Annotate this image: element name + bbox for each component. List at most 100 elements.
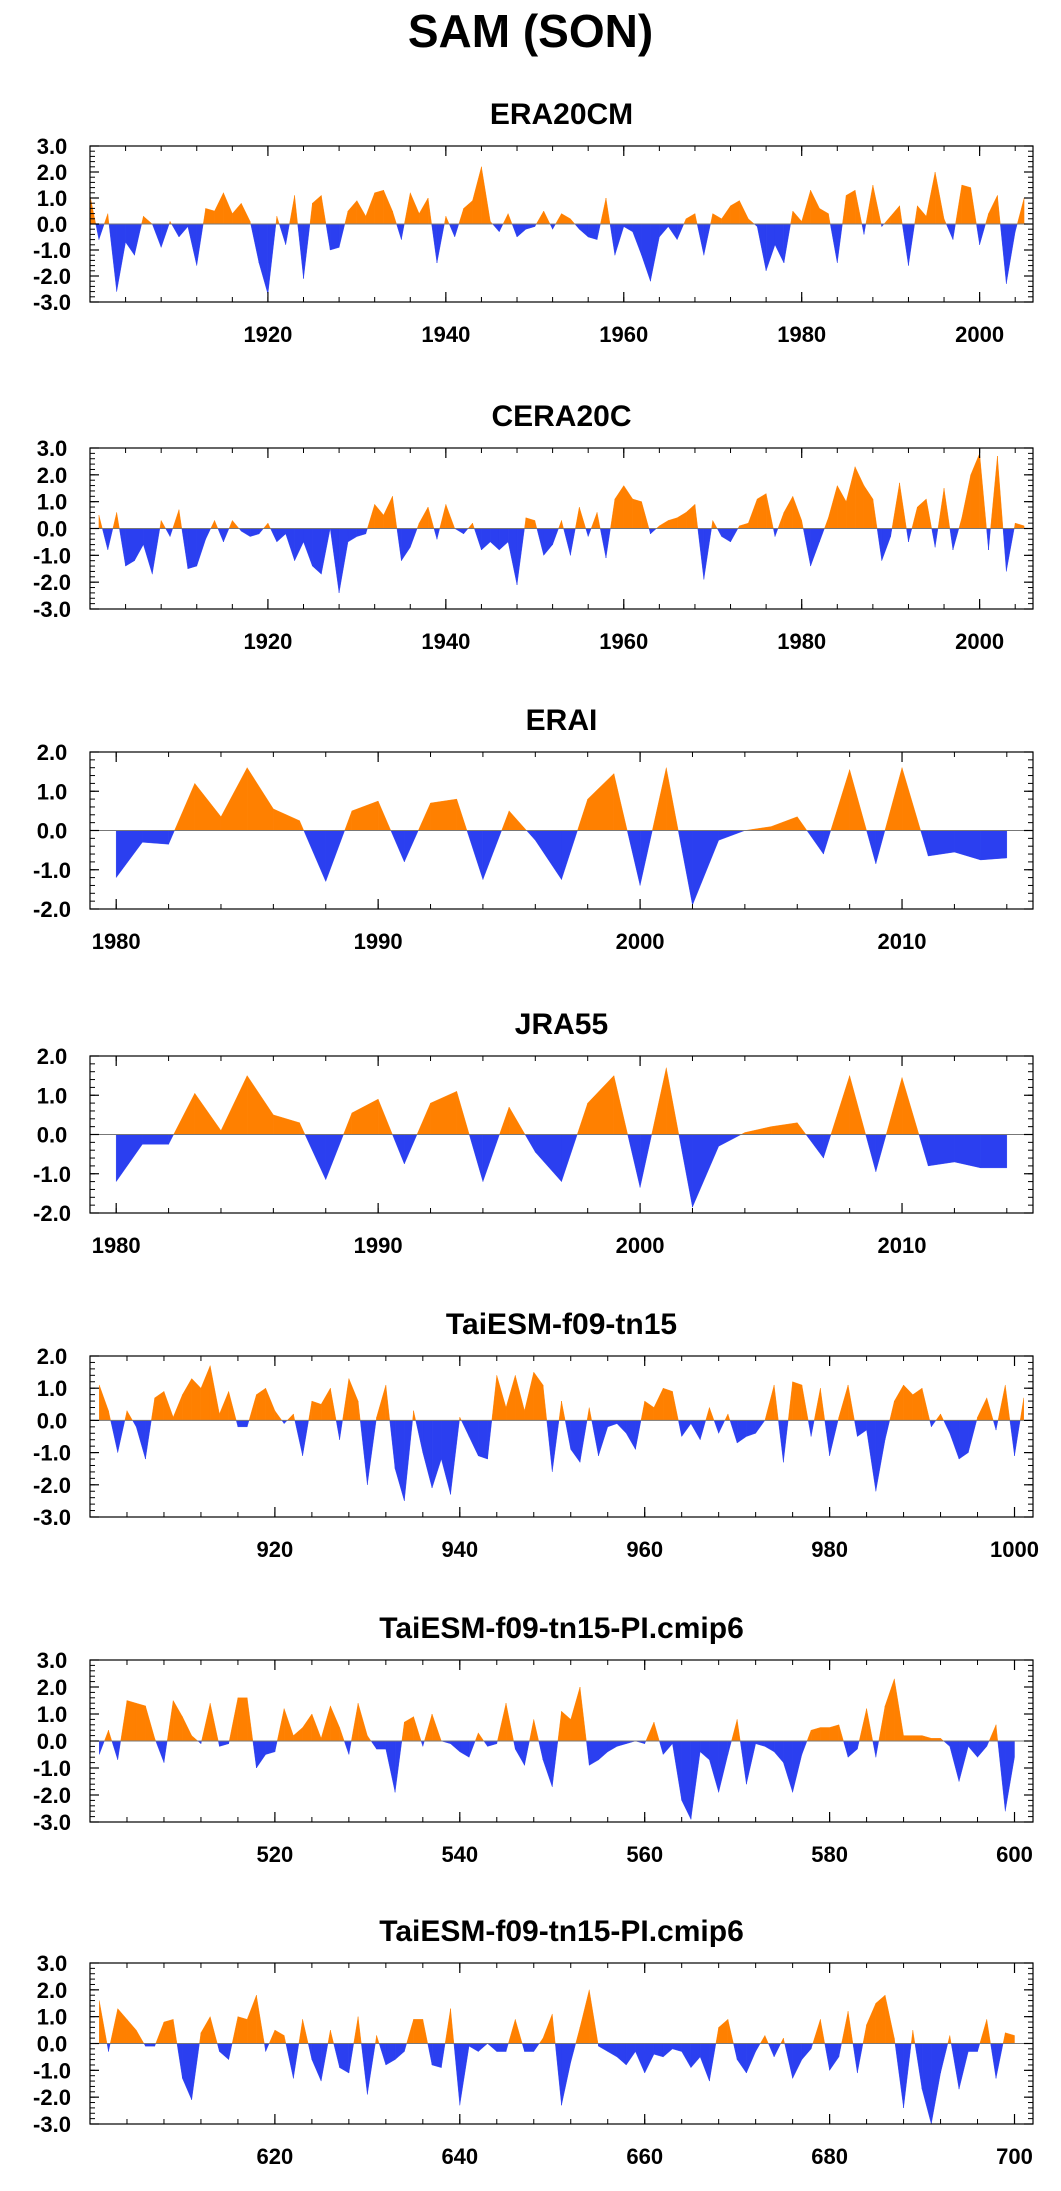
negative-area <box>699 1740 710 1761</box>
positive-area <box>651 1067 667 1135</box>
negative-area <box>678 1134 693 1208</box>
negative-area <box>847 1740 858 1758</box>
negative-area <box>171 223 180 238</box>
negative-area <box>303 223 311 279</box>
negative-area <box>958 1740 969 1782</box>
positive-area <box>231 2016 239 2044</box>
x-tick-label: 660 <box>626 2144 663 2169</box>
negative-area <box>385 1740 396 1793</box>
y-tick-label: -3.0 <box>33 290 71 315</box>
negative-area <box>367 2043 376 2095</box>
x-tick-label: 640 <box>441 2144 478 2169</box>
positive-area <box>286 1413 294 1421</box>
negative-area <box>302 1420 309 1456</box>
positive-area <box>538 2037 544 2044</box>
y-tick-label: -1.0 <box>33 1441 71 1466</box>
x-tick-label: 980 <box>811 1537 848 1562</box>
positive-area <box>298 2019 303 2044</box>
negative-area <box>152 528 161 575</box>
negative-area <box>623 223 633 233</box>
positive-area <box>246 1995 257 2044</box>
negative-area <box>468 1420 479 1456</box>
negative-area <box>653 2043 664 2058</box>
positive-area <box>209 1365 220 1421</box>
positive-area <box>849 1075 866 1135</box>
negative-area <box>727 1740 732 1755</box>
positive-area <box>289 195 295 225</box>
negative-area <box>906 528 909 542</box>
positive-area <box>377 1099 393 1135</box>
negative-area <box>1015 223 1018 232</box>
positive-area <box>819 208 829 225</box>
positive-area <box>228 1391 237 1421</box>
positive-area <box>154 1391 165 1421</box>
negative-area <box>986 528 989 550</box>
negative-area <box>304 1134 326 1180</box>
negative-area <box>954 830 981 861</box>
negative-area <box>107 528 114 551</box>
positive-area <box>712 213 722 225</box>
positive-area <box>472 523 475 529</box>
negative-area <box>219 1740 229 1747</box>
positive-area <box>663 1387 673 1421</box>
negative-area <box>718 1740 729 1793</box>
positive-area <box>427 506 435 529</box>
positive-area <box>200 2015 211 2044</box>
x-tick-label: 600 <box>996 1842 1033 1867</box>
negative-area <box>490 528 500 551</box>
negative-area <box>949 1420 960 1460</box>
positive-area <box>524 1372 534 1421</box>
negative-area <box>338 528 349 593</box>
positive-area <box>801 1384 809 1421</box>
positive-area <box>126 2018 137 2044</box>
positive-area <box>676 512 687 529</box>
positive-area <box>535 210 544 225</box>
negative-area <box>838 2043 842 2057</box>
positive-area <box>1002 2032 1006 2044</box>
negative-area <box>857 1420 867 1437</box>
negative-area <box>396 223 402 240</box>
negative-area <box>746 1420 756 1437</box>
negative-area <box>894 2043 904 2108</box>
positive-area <box>589 1407 592 1421</box>
negative-area <box>632 223 642 256</box>
y-tick-label: 1.0 <box>37 2005 68 2030</box>
negative-area <box>168 830 175 845</box>
negative-area <box>270 528 278 543</box>
y-tick-label: -3.0 <box>33 1810 71 1835</box>
negative-area <box>952 223 956 240</box>
negative-area <box>335 1420 340 1440</box>
y-tick-label: -2.0 <box>33 1201 71 1226</box>
y-tick-label: 0.0 <box>37 2032 68 2057</box>
panel-title: JRA55 <box>515 1008 608 1041</box>
negative-area <box>829 1420 839 1456</box>
positive-area <box>246 1697 254 1742</box>
negative-area <box>401 528 411 562</box>
negative-area <box>325 1134 344 1180</box>
negative-area <box>515 1740 525 1767</box>
positive-area <box>770 1122 798 1135</box>
positive-area <box>126 1409 133 1421</box>
negative-area <box>205 528 212 540</box>
positive-area <box>505 1703 514 1742</box>
negative-area <box>903 2043 912 2108</box>
negative-area <box>773 528 776 537</box>
negative-area <box>106 2043 109 2052</box>
x-tick-label: 1960 <box>599 629 648 654</box>
negative-area <box>228 2043 233 2060</box>
positive-area <box>903 1384 914 1421</box>
positive-area <box>613 1075 628 1135</box>
positive-area <box>653 1722 660 1742</box>
positive-area <box>813 1388 821 1421</box>
negative-area <box>703 528 712 580</box>
negative-area <box>487 2043 497 2052</box>
negative-area <box>875 1740 879 1758</box>
y-tick-label: 0.0 <box>37 819 68 844</box>
negative-area <box>902 223 909 266</box>
positive-area <box>828 213 831 225</box>
negative-area <box>422 1420 433 1489</box>
negative-area <box>721 528 731 543</box>
negative-area <box>639 1134 652 1188</box>
negative-area <box>307 2043 313 2060</box>
negative-area <box>570 2043 576 2063</box>
